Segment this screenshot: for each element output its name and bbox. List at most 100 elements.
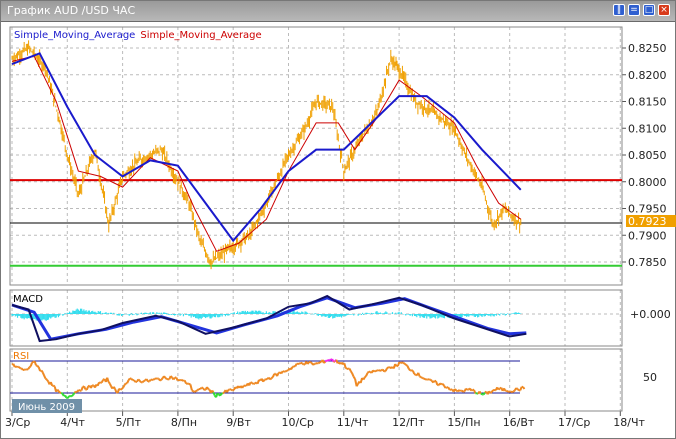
rsi-line-segment bbox=[39, 369, 42, 372]
rsi-line-segment bbox=[429, 379, 433, 382]
rsi-line-segment bbox=[82, 385, 85, 388]
rsi-line-segment bbox=[413, 373, 417, 376]
rsi-line-segment bbox=[355, 383, 359, 387]
rsi-line-segment bbox=[312, 363, 316, 366]
rsi-line-segment bbox=[15, 365, 19, 368]
rsi-line-segment bbox=[172, 376, 176, 381]
rsi-line-segment bbox=[379, 369, 382, 372]
rsi-line-segment bbox=[188, 382, 191, 386]
rsi-line-segment bbox=[428, 378, 431, 381]
rsi-line-segment bbox=[219, 392, 223, 397]
rsi-line-segment bbox=[63, 394, 66, 397]
rsi-line-segment bbox=[100, 379, 105, 383]
rsi-line-segment bbox=[323, 360, 327, 364]
rsi-line-segment bbox=[46, 379, 50, 383]
rsi-line-segment bbox=[177, 378, 180, 382]
price-tick-label: 0.8050 bbox=[628, 149, 667, 162]
price-tick-label: 0.8000 bbox=[628, 176, 667, 189]
rsi-line-segment bbox=[85, 385, 90, 391]
close-button[interactable]: × bbox=[658, 4, 670, 16]
rsi-line-segment bbox=[123, 382, 127, 386]
rsi-line-segment bbox=[423, 377, 426, 381]
restore-button[interactable]: = bbox=[628, 4, 640, 16]
rsi-line-segment bbox=[160, 377, 164, 381]
rsi-line-segment bbox=[269, 377, 273, 381]
macd-zero-label: +0.000 bbox=[630, 308, 671, 321]
title-bar[interactable]: График AUD /USD ЧАС ‖ = □ × bbox=[1, 1, 675, 22]
rsi-line-segment bbox=[28, 365, 32, 369]
rsi-line-segment bbox=[272, 373, 276, 378]
rsi-line-segment bbox=[189, 384, 193, 391]
rsi-line-segment bbox=[211, 389, 215, 393]
rsi-line-segment bbox=[473, 389, 477, 394]
rsi-line-segment bbox=[317, 361, 321, 365]
x-tick-label: 12/Пт bbox=[392, 416, 425, 429]
rsi-line-segment bbox=[337, 361, 340, 365]
rsi-line-segment bbox=[298, 361, 302, 365]
rsi-line-segment bbox=[96, 382, 100, 387]
price-tick-label: 0.8200 bbox=[628, 69, 667, 82]
rsi-line-segment bbox=[107, 381, 111, 385]
rsi-line-segment bbox=[443, 385, 447, 389]
rsi-line-segment bbox=[152, 377, 156, 381]
rsi-line-segment bbox=[49, 381, 54, 387]
rsi-line-segment bbox=[309, 361, 313, 364]
rsi-line-segment bbox=[276, 372, 280, 377]
rsi-line-segment bbox=[43, 375, 47, 380]
date-badge bbox=[12, 399, 82, 413]
price-tick-label: 0.8150 bbox=[628, 96, 667, 109]
rsi-line-segment bbox=[64, 394, 68, 399]
legend-sma-slow: Simple_Moving_Average bbox=[14, 30, 135, 41]
rsi-line-segment bbox=[33, 361, 37, 366]
rsi-line-segment bbox=[178, 378, 181, 382]
rsi-line-segment bbox=[522, 386, 526, 390]
rsi-line-segment bbox=[163, 375, 167, 379]
minimize-button[interactable]: ‖ bbox=[613, 4, 625, 16]
rsi-line-segment bbox=[164, 377, 168, 380]
rsi-line-segment bbox=[18, 366, 21, 370]
rsi-line-segment bbox=[20, 367, 24, 371]
rsi-line-segment bbox=[222, 391, 225, 395]
rsi-line-segment bbox=[258, 378, 261, 382]
rsi-line-segment bbox=[470, 388, 474, 392]
rsi-line-segment bbox=[348, 368, 352, 372]
price-tick-label: 0.8100 bbox=[628, 122, 667, 135]
rsi-line-segment bbox=[270, 376, 274, 379]
rsi-line-segment bbox=[419, 375, 422, 379]
rsi-line-segment bbox=[454, 388, 458, 392]
maximize-button[interactable]: □ bbox=[643, 4, 655, 16]
rsi-line-segment bbox=[44, 377, 48, 381]
rsi-line-segment bbox=[519, 386, 523, 391]
rsi-line-segment bbox=[202, 387, 206, 391]
legend-sma-fast: Simple_Moving_Average bbox=[140, 30, 261, 41]
rsi-line-segment bbox=[169, 375, 173, 379]
rsi-label: RSI bbox=[13, 351, 29, 362]
rsi-line-segment bbox=[400, 361, 403, 365]
rsi-line-segment bbox=[380, 368, 384, 372]
rsi-line-segment bbox=[376, 369, 380, 372]
rsi-line-segment bbox=[73, 390, 77, 394]
rsi-line-segment bbox=[445, 386, 448, 389]
rsi-line-segment bbox=[490, 389, 494, 393]
rsi-line-segment bbox=[108, 383, 113, 387]
rsi-line-segment bbox=[145, 378, 149, 383]
rsi-line-segment bbox=[262, 379, 266, 383]
rsi-line-segment bbox=[406, 365, 410, 370]
x-tick-label: 5/Пт bbox=[116, 416, 142, 429]
rsi-line-segment bbox=[122, 384, 126, 389]
rsi-line-segment bbox=[489, 391, 493, 394]
rsi-line-segment bbox=[29, 362, 34, 367]
rsi-line-segment bbox=[349, 370, 353, 374]
price-tick-label: 0.7950 bbox=[628, 203, 667, 216]
rsi-line-segment bbox=[383, 370, 386, 373]
rsi-line-segment bbox=[31, 360, 34, 364]
rsi-line-segment bbox=[373, 369, 377, 373]
rsi-line-segment bbox=[417, 372, 421, 377]
rsi-line-segment bbox=[227, 388, 231, 391]
rsi-line-segment bbox=[447, 386, 451, 391]
rsi-line-segment bbox=[506, 389, 509, 393]
rsi-line-segment bbox=[118, 387, 122, 391]
rsi-line-segment bbox=[27, 366, 31, 370]
